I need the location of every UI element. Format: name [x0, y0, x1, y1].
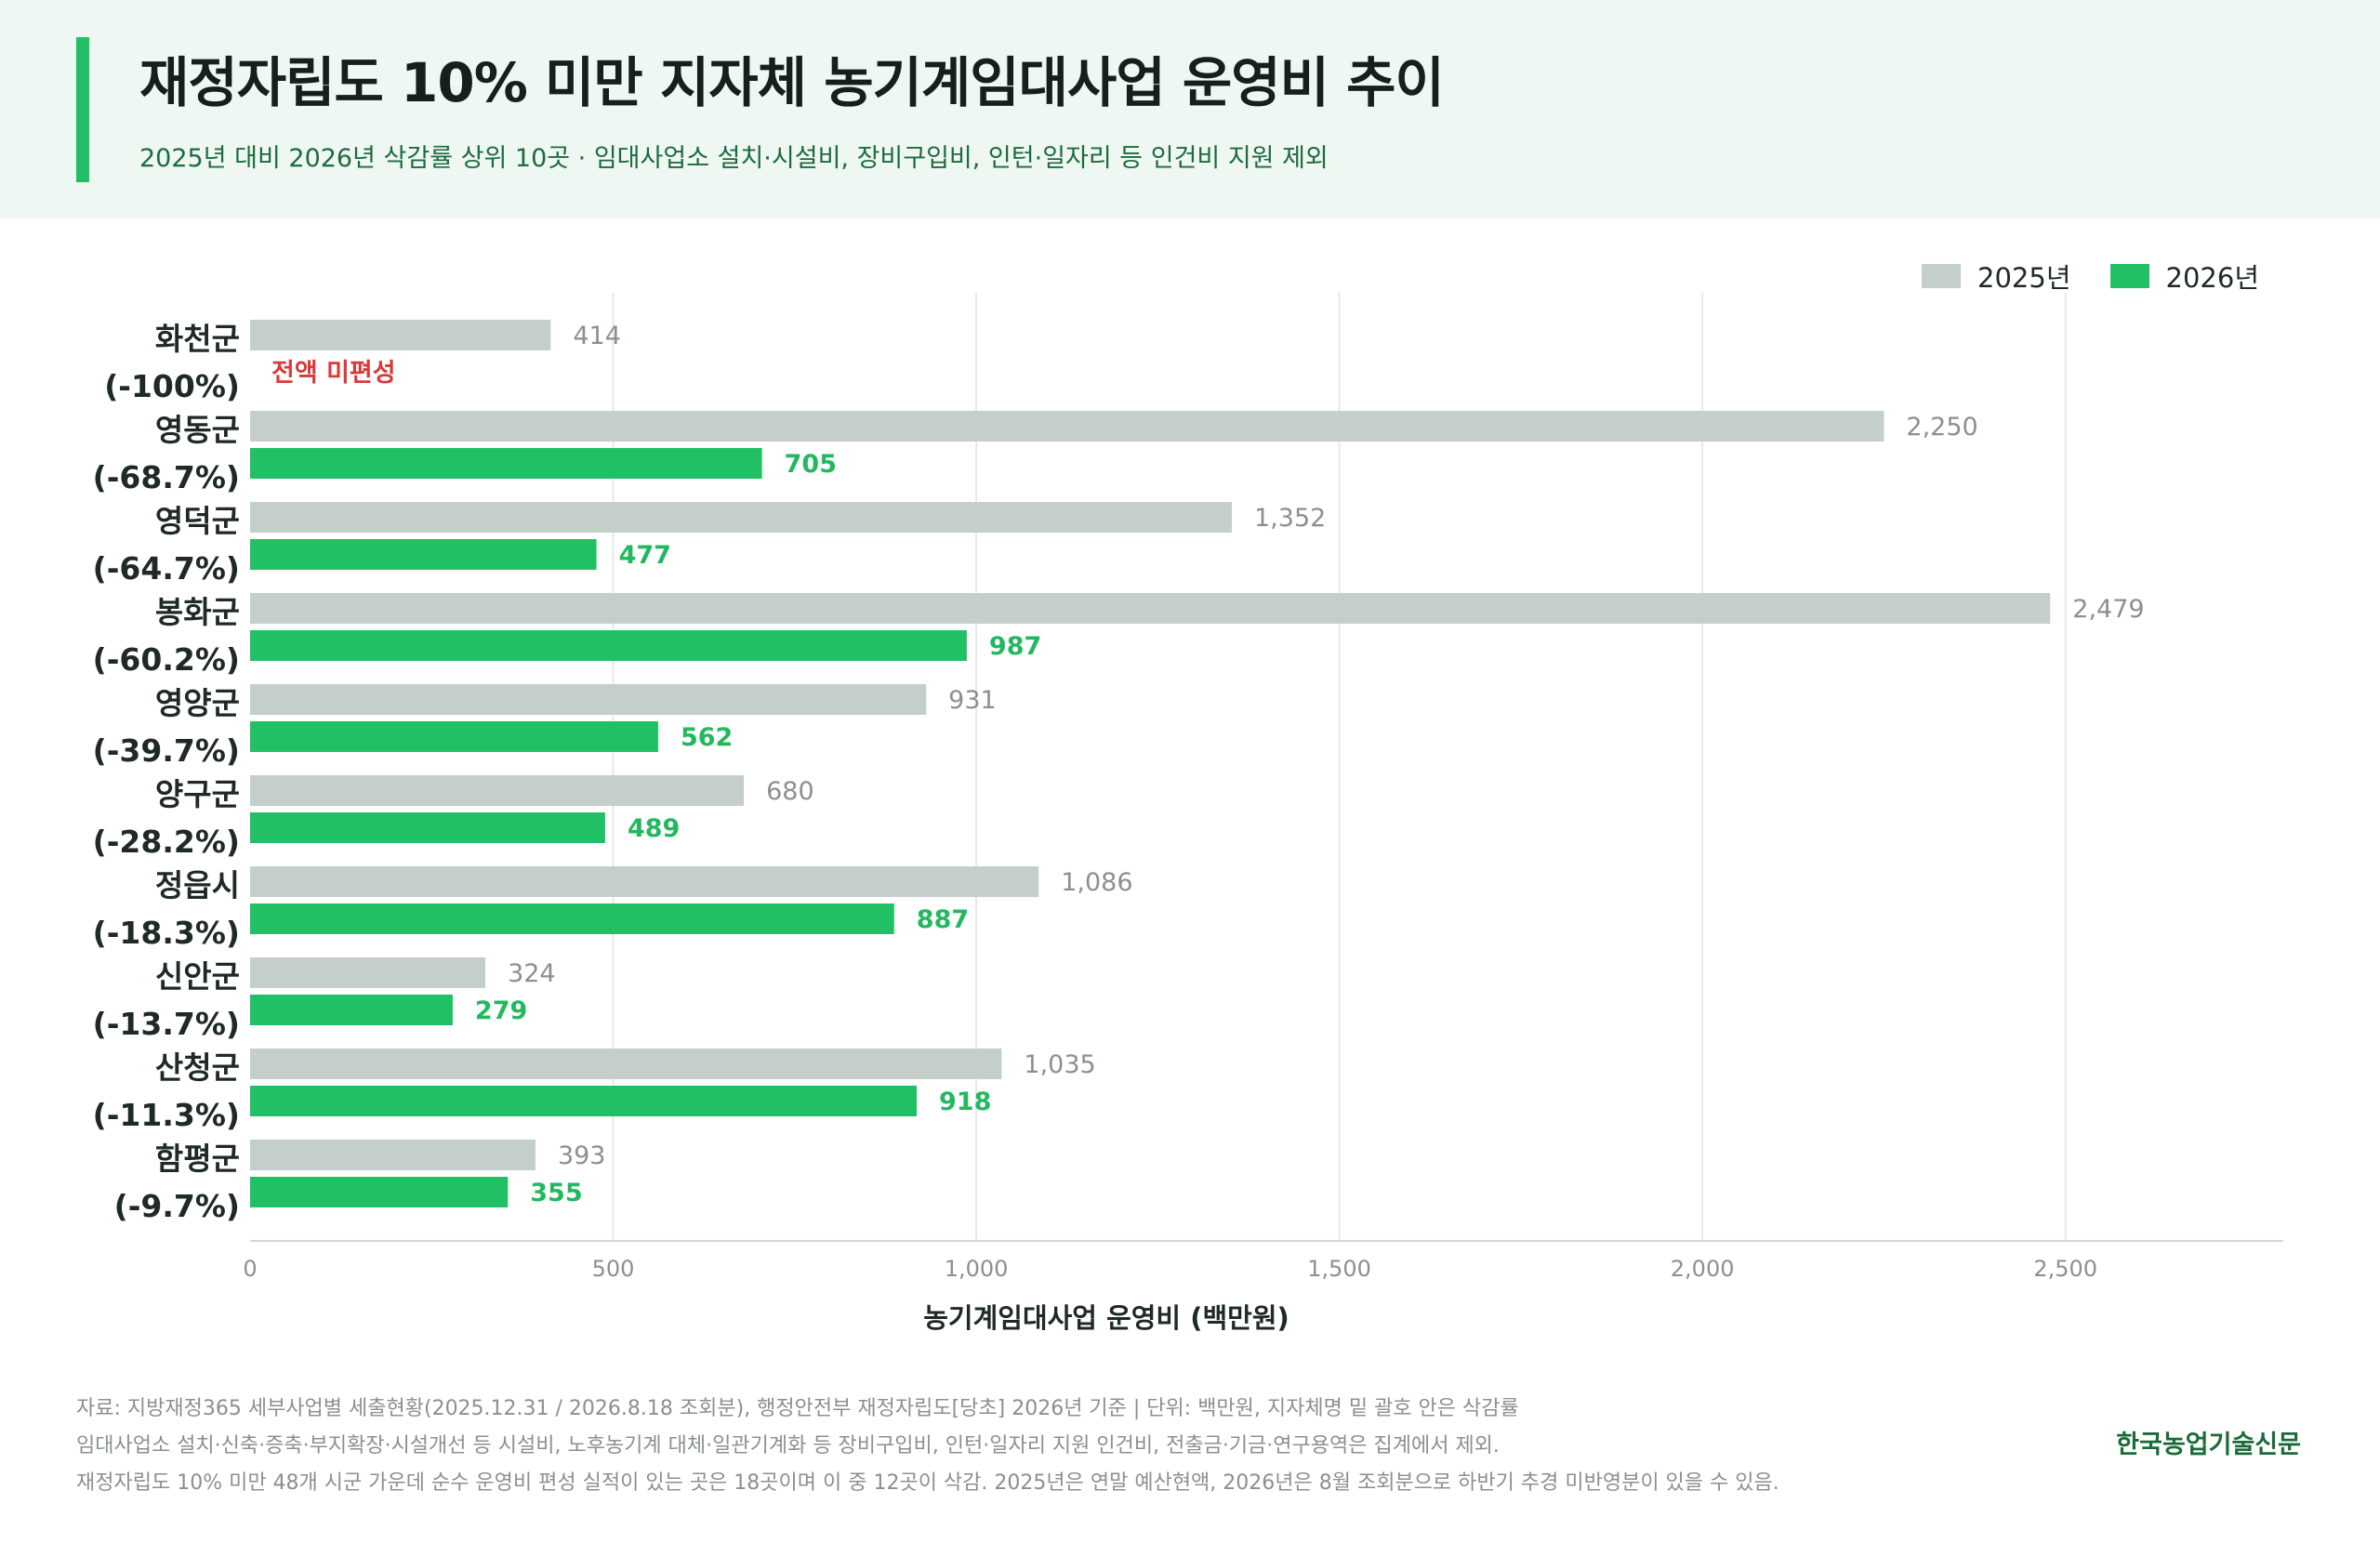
title-accent-bar [76, 37, 89, 182]
data-label-2026: 987 [989, 632, 1041, 661]
data-label-2026: 562 [681, 723, 733, 752]
bar-2025 [250, 1048, 1002, 1079]
data-label-2025: 680 [766, 777, 814, 806]
category-label: 영양군 [155, 685, 240, 721]
data-label-2025: 931 [948, 686, 997, 715]
data-label-2026: 918 [939, 1088, 991, 1116]
source-notes: 자료: 지방재정365 세부사업별 세출현황(2025.12.31 / 2026… [76, 1391, 2307, 1502]
category-change-label: (-18.3%) [93, 915, 240, 951]
data-label-2026: 477 [619, 541, 671, 570]
legend-label-2025: 2025년 [1977, 262, 2071, 294]
data-label-2025: 1,352 [1254, 504, 1326, 533]
page-title: 재정자립도 10% 미만 지자체 농기계임대사업 운영비 추이 [139, 51, 1445, 114]
category-change-label: (-68.7%) [93, 459, 240, 495]
category-change-label: (-100%) [104, 368, 240, 404]
data-label-2026: 489 [628, 814, 680, 843]
bar-2025 [250, 1140, 536, 1170]
bar-2025 [250, 320, 551, 350]
category-change-label: (-39.7%) [93, 732, 240, 769]
bar-2026 [250, 1086, 918, 1116]
legend-swatch-2025 [1922, 264, 1962, 288]
legend-swatch-2026 [2109, 264, 2149, 288]
bar-2026 [250, 448, 762, 479]
data-label-2026: 887 [917, 905, 969, 934]
x-tick-label: 2,500 [2033, 1256, 2097, 1282]
bar-2025 [250, 593, 2051, 624]
x-tick-label: 2,000 [1671, 1256, 1735, 1282]
data-label-2025: 2,479 [2072, 595, 2144, 624]
source-note-line-2: 임대사업소 설치·신축·증축·부지확장·시설개선 등 시설비, 노후농기계 대체… [76, 1434, 1500, 1457]
x-tick-label: 0 [243, 1256, 257, 1282]
category-change-label: (-64.7%) [93, 550, 240, 587]
data-label-2026: 279 [475, 996, 527, 1025]
legend-label-2026: 2026년 [2165, 262, 2259, 294]
category-label: 양구군 [155, 776, 240, 812]
bar-2025 [250, 684, 927, 715]
category-change-label: (-13.7%) [93, 1006, 240, 1042]
data-label-2025: 1,035 [1024, 1050, 1095, 1079]
bar-2026 [250, 539, 597, 570]
category-label: 화천군 [155, 321, 240, 357]
bar-2026 [250, 630, 967, 661]
category-label: 영동군 [155, 412, 240, 448]
category-change-label: (-11.3%) [93, 1097, 240, 1133]
bar-2026 [250, 903, 894, 934]
page-subtitle: 2025년 대비 2026년 삭감률 상위 10곳 · 임대사업소 설치·시설비… [139, 144, 1329, 173]
data-label-2026: 355 [530, 1179, 582, 1207]
zero-budget-annotation: 전액 미편성 [271, 359, 396, 388]
data-label-2025: 414 [573, 322, 621, 350]
category-label: 정읍시 [155, 867, 240, 903]
bar-2025 [250, 957, 486, 988]
source-note-line-1: 자료: 지방재정365 세부사업별 세출현황(2025.12.31 / 2026… [76, 1397, 1519, 1420]
publisher-logo-text: 한국농업기술신문 [2116, 1431, 2301, 1459]
x-axis-title: 농기계임대사업 운영비 (백만원) [923, 1302, 1289, 1334]
category-label: 영덕군 [155, 503, 240, 539]
data-label-2025: 393 [558, 1141, 606, 1170]
data-label-2026: 705 [785, 450, 837, 479]
bar-2026 [250, 995, 453, 1025]
x-tick-label: 500 [592, 1256, 635, 1282]
category-label: 함평군 [155, 1141, 240, 1177]
x-tick-label: 1,500 [1307, 1256, 1371, 1282]
chart-legend: 2025년 2026년 [1883, 257, 2259, 296]
category-label: 산청군 [155, 1049, 240, 1086]
data-label-2025: 1,086 [1061, 868, 1132, 897]
source-note-line-3: 재정자립도 10% 미만 48개 시군 가운데 순수 운영비 편성 실적이 있는… [76, 1471, 1779, 1495]
bar-2026 [250, 1177, 509, 1207]
category-label: 봉화군 [155, 594, 240, 630]
bar-chart: 0 500 1,000 1,500 2,000 2,500 농기계임대사업 운영비 (백만원… [93, 293, 2283, 1334]
bar-2025 [250, 866, 1039, 897]
category-change-label: (-28.2%) [93, 824, 240, 860]
category-label: 신안군 [155, 958, 240, 995]
bar-2025 [250, 411, 1884, 442]
legend-item-2025: 2025년 [1922, 257, 2071, 296]
bar-2025 [250, 775, 745, 806]
bar-2026 [250, 721, 658, 752]
data-label-2025: 324 [508, 959, 556, 988]
bar-2025 [250, 502, 1233, 533]
category-change-label: (-60.2%) [93, 641, 240, 678]
data-label-2025: 2,250 [1906, 413, 1977, 442]
legend-item-2026: 2026년 [2109, 257, 2259, 296]
header-banner: 재정자립도 10% 미만 지자체 농기계임대사업 운영비 추이 2025년 대비… [0, 0, 2380, 218]
bar-2026 [250, 812, 605, 843]
x-tick-label: 1,000 [945, 1256, 1009, 1282]
category-change-label: (-9.7%) [114, 1188, 240, 1224]
